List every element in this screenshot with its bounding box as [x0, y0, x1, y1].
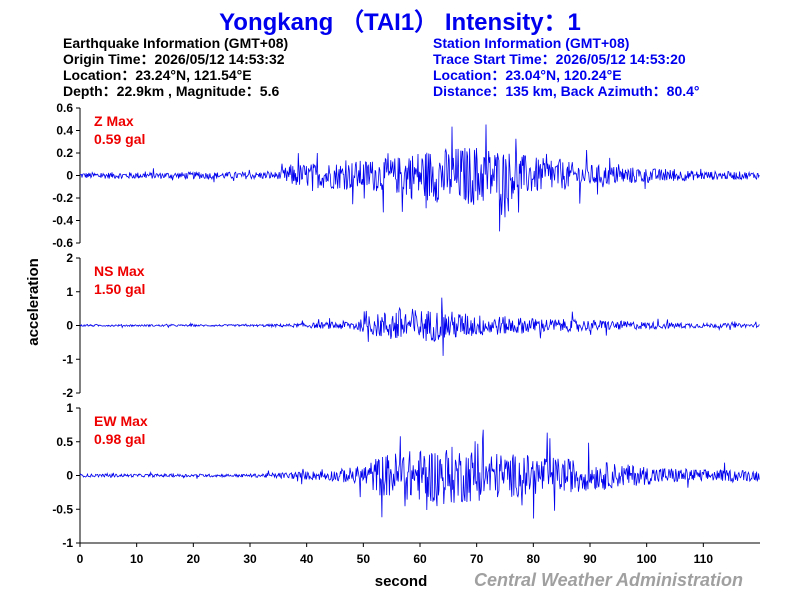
earthquake-info: Earthquake Information (GMT+08) Origin T…	[63, 35, 288, 99]
y-tick-label-ew: 0.5	[56, 435, 73, 449]
credit-text: Central Weather Administration	[474, 570, 744, 590]
station-info: Station Information (GMT+08) Trace Start…	[433, 35, 700, 99]
x-tick-label: 30	[243, 552, 257, 566]
y-axis-label: acceleration	[25, 258, 42, 346]
y-tick-label-ew: 1	[66, 401, 73, 415]
max-label-z: Z Max	[94, 113, 134, 129]
x-tick-label: 90	[583, 552, 597, 566]
y-tick-label-ns: 1	[66, 285, 73, 299]
x-tick-label: 40	[300, 552, 314, 566]
trace-start-time: Trace Start Time：2026/05/12 14:53:20	[433, 51, 686, 67]
max-label-ew: EW Max	[94, 413, 148, 429]
y-tick-label-z: 0	[66, 169, 73, 183]
y-tick-label-ew: -0.5	[52, 502, 73, 516]
waveform-ew	[79, 429, 760, 519]
max-label-ns: NS Max	[94, 263, 145, 279]
max-value-z: 0.59 gal	[94, 131, 145, 147]
x-tick-label: 10	[130, 552, 144, 566]
y-tick-label-z: -0.2	[52, 191, 73, 205]
max-value-ns: 1.50 gal	[94, 281, 145, 297]
waveform-ns	[79, 297, 760, 356]
station-info-heading: Station Information (GMT+08)	[433, 35, 630, 51]
y-tick-label-z: -0.6	[52, 236, 73, 250]
y-tick-label-ns: -1	[62, 352, 73, 366]
y-tick-label-ew: -1	[62, 536, 73, 550]
chart-title: Yongkang （TAI1） Intensity：1	[219, 9, 581, 36]
y-tick-label-z: -0.4	[52, 214, 73, 228]
x-tick-label: 80	[527, 552, 541, 566]
x-tick-label: 70	[470, 552, 484, 566]
x-tick-label: 20	[187, 552, 201, 566]
earthquake-info-heading: Earthquake Information (GMT+08)	[63, 35, 289, 51]
distance-azimuth: Distance：135 km, Back Azimuth：80.4°	[433, 83, 700, 99]
x-tick-label: 100	[637, 552, 657, 566]
station-location: Location：23.04°N, 120.24°E	[433, 67, 622, 83]
waveform-z	[79, 124, 760, 232]
y-tick-label-z: 0.4	[56, 124, 73, 138]
y-tick-label-z: 0.6	[56, 101, 73, 115]
epicenter-location: Location：23.24°N, 121.54°E	[63, 67, 252, 83]
max-value-ew: 0.98 gal	[94, 431, 145, 447]
x-tick-label: 50	[357, 552, 371, 566]
depth-magnitude: Depth：22.9km , Magnitude：5.6	[63, 83, 280, 99]
x-tick-label: 110	[694, 552, 714, 566]
y-tick-label-ew: 0	[66, 469, 73, 483]
y-tick-label-z: 0.2	[56, 146, 73, 160]
y-tick-label-ns: 2	[66, 251, 73, 265]
origin-time: Origin Time：2026/05/12 14:53:32	[63, 51, 285, 67]
x-tick-label: 0	[77, 552, 84, 566]
y-tick-label-ns: -2	[62, 386, 73, 400]
x-axis-label: second	[375, 573, 428, 590]
x-tick-label: 60	[413, 552, 427, 566]
y-tick-label-ns: 0	[66, 319, 73, 333]
